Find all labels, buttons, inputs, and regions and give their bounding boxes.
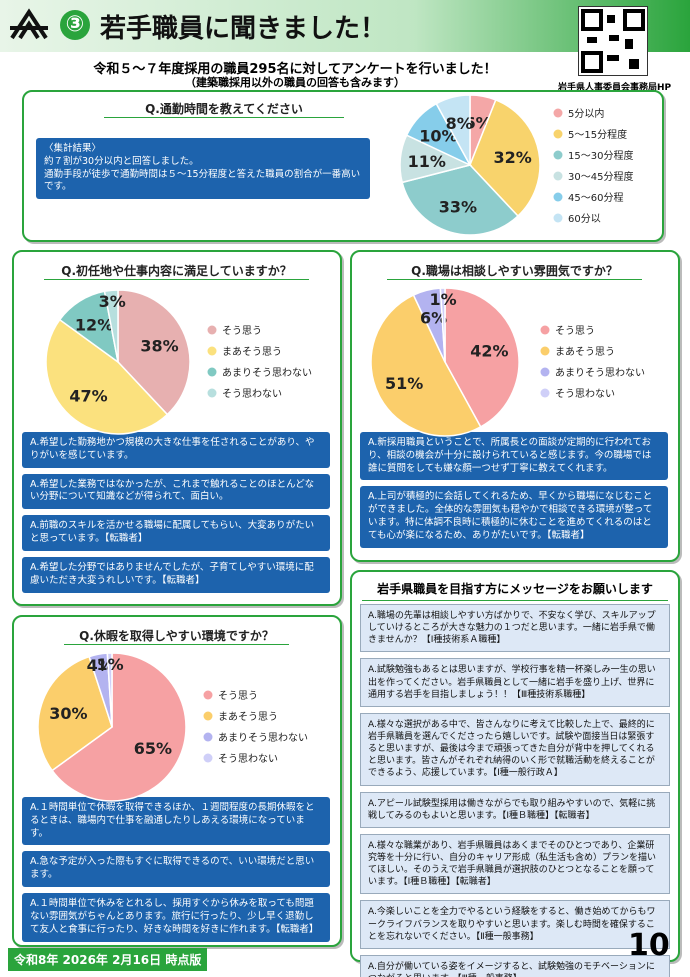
leave-box: Q.休暇を取得しやすい環境ですか？ A.１時間単位で休暇を取得できるほか、１週間… bbox=[12, 615, 342, 947]
message: A.今楽しいことを全力でやるという経験をすると、働き始めてからもワークライフバラ… bbox=[360, 900, 670, 949]
title: 若手職員に聞きました！ bbox=[100, 14, 387, 44]
footer-date: 令和8年 2026年 2月16日 時点版 bbox=[8, 948, 208, 971]
result-line: 通勤手段が徒歩で通勤時間は５〜15分程度と答えた職員の割合が一番高いです。 bbox=[44, 168, 361, 193]
question: Q.職場は相談しやすい雰囲気ですか？ bbox=[387, 262, 642, 280]
answer: A.新採用職員ということで、所属長との面談が定期的に行われており、相談の機会が十… bbox=[360, 432, 668, 481]
consult-box: Q.職場は相談しやすい雰囲気ですか？ A.新採用職員ということで、所属長との面談… bbox=[350, 250, 680, 562]
intro-note: （建築職採用以外の職員の回答も含みます） bbox=[185, 76, 405, 89]
message: A.様々な選択がある中で、皆さんなりに考えて比較した上で、最終的に岩手県職員を選… bbox=[360, 712, 670, 786]
answer: A.急な予定が入った際もすぐに取得できるので、いい環境だと思います。 bbox=[22, 851, 330, 888]
result-line: 約７割が30分以内と回答しました。 bbox=[44, 155, 199, 167]
answer: A.前職のスキルを活かせる職場に配属してもらい、大変ありがたいと思っています。【… bbox=[22, 515, 330, 551]
answers: A.希望した勤務地かつ規模の大きな仕事を任されることがあり、やりがいを感じていま… bbox=[22, 432, 330, 599]
qr-code bbox=[578, 6, 648, 76]
message: A.様々な職業があり、岩手県職員はあくまでそのひとつであり、企業研究等を十分に行… bbox=[360, 833, 670, 895]
header-bar bbox=[0, 0, 690, 52]
answer: A.１時間単位で休みをとれるし、採用すぐから休みを取っても問題ない雰囲気がちゃん… bbox=[22, 893, 330, 942]
section-number: ③ bbox=[60, 10, 90, 40]
satisfaction-box: Q.初任地や仕事内容に満足していますか？ A.希望した勤務地かつ規模の大きな仕事… bbox=[12, 250, 342, 606]
message-title: 岩手県職員を目指す方にメッセージをお願いします bbox=[362, 580, 668, 601]
page-number: 10 bbox=[628, 928, 670, 963]
question: Q.通勤時間を教えてください bbox=[104, 100, 344, 118]
qr-caption: 岩手県人事委員会事務局HP bbox=[558, 83, 672, 93]
message: A.職場の先輩は相談しやすい方ばかりで、不安なく学び、スキルアップしていけるとこ… bbox=[360, 604, 670, 653]
answer: A.希望した業務ではなかったが、これまで触れることのほとんどない分野について知識… bbox=[22, 473, 330, 510]
message: A.アピール試験型採用は働きながらでも取り組みやすいので、気軽に挑戦してみるのも… bbox=[360, 791, 670, 828]
message: A.自分が働いている姿をイメージすると、試験勉強のモチベーションにつながると思い… bbox=[360, 954, 670, 977]
intro: 令和５〜７年度採用の職員295名に対してアンケートを行いました！ bbox=[93, 62, 497, 77]
message: A.試験勉強もあるとは思いますが、学校行事を精一杯楽しみ一生の思い出を作ってくだ… bbox=[360, 658, 670, 707]
question: Q.初任地や仕事内容に満足していますか？ bbox=[44, 262, 309, 280]
answer: A.希望した分野ではありませんでしたが、子育てしやすい環境に配慮いただき大変うれ… bbox=[22, 556, 330, 593]
answers: A.新採用職員ということで、所属長との面談が定期的に行われており、相談の機会が十… bbox=[360, 432, 668, 554]
answer: A.希望した勤務地かつ規模の大きな仕事を任されることがあり、やりがいを感じていま… bbox=[22, 432, 330, 468]
answer: A.１時間単位で休暇を取得できるほか、１週間程度の長期休暇をとるときは、職場内で… bbox=[22, 797, 330, 846]
logo bbox=[10, 8, 48, 40]
question: Q.休暇を取得しやすい環境ですか？ bbox=[64, 627, 289, 645]
answer: A.上司が積極的に会話してくれるため、早くから職場になじむことができました。全体… bbox=[360, 486, 668, 548]
result: 〈集計結果〉 約７割が30分以内と回答しました。 通勤手段が徒歩で通勤時間は５〜… bbox=[36, 138, 370, 200]
message-box: 岩手県職員を目指す方にメッセージをお願いします A.職場の先輩は相談しやすい方ば… bbox=[350, 570, 680, 977]
answers: A.１時間単位で休暇を取得できるほか、１週間程度の長期休暇をとるときは、職場内で… bbox=[22, 797, 330, 948]
messages: A.職場の先輩は相談しやすい方ばかりで、不安なく学び、スキルアップしていけるとこ… bbox=[360, 604, 670, 977]
result-heading: 〈集計結果〉 bbox=[44, 143, 102, 154]
commute-box: Q.通勤時間を教えてください 〈集計結果〉 約７割が30分以内と回答しました。 … bbox=[22, 90, 664, 242]
